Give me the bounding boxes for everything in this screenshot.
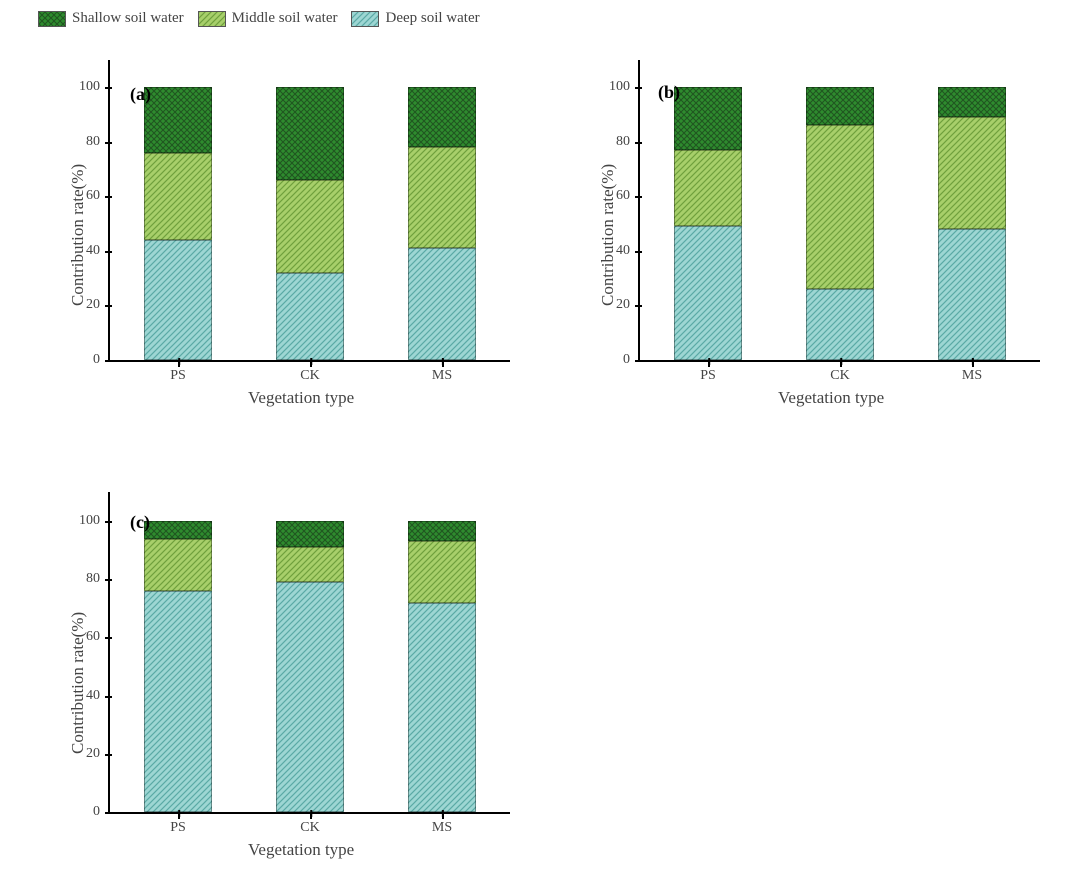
- chart-panel-a: 020406080100PSCKMS(a)Contribution rate(%…: [30, 36, 530, 416]
- plot-area: 020406080100PSCKMS: [638, 60, 1040, 362]
- x-tick: PS: [170, 812, 186, 836]
- bar-seg-shallow: [144, 521, 212, 538]
- bar-group: [144, 492, 212, 812]
- bar-seg-middle: [408, 541, 476, 602]
- x-axis-label: Vegetation type: [778, 388, 884, 408]
- y-tick: 100: [79, 513, 110, 529]
- bar-seg-shallow: [408, 521, 476, 541]
- legend-swatch: [351, 11, 379, 27]
- bar-seg-shallow: [674, 87, 742, 150]
- bar-group: [806, 60, 874, 360]
- bar-seg-deep: [144, 240, 212, 360]
- y-tick: 80: [616, 134, 640, 150]
- y-tick: 20: [616, 297, 640, 313]
- bar-seg-middle: [674, 150, 742, 226]
- bar-seg-shallow: [938, 87, 1006, 117]
- bar-seg-deep: [938, 229, 1006, 360]
- y-tick: 40: [86, 688, 110, 704]
- chart-panel-b: 020406080100PSCKMS(b)Contribution rate(%…: [560, 36, 1060, 416]
- x-tick: CK: [300, 360, 319, 384]
- bar-group: [408, 492, 476, 812]
- legend-item: Middle soil water: [198, 10, 338, 27]
- bar-seg-deep: [806, 289, 874, 360]
- y-tick: 0: [93, 352, 110, 368]
- bar-group: [144, 60, 212, 360]
- bar-seg-middle: [276, 547, 344, 582]
- panel-label: (b): [658, 82, 680, 103]
- legend-swatch: [198, 11, 226, 27]
- y-tick: 60: [86, 188, 110, 204]
- chart-panel-c: 020406080100PSCKMS(c)Contribution rate(%…: [30, 468, 530, 868]
- y-axis-label: Contribution rate(%): [68, 612, 88, 754]
- plot-area: 020406080100PSCKMS: [108, 492, 510, 814]
- bar-seg-deep: [276, 582, 344, 812]
- bar-seg-middle: [144, 539, 212, 591]
- bar-seg-middle: [144, 153, 212, 240]
- x-tick: CK: [300, 812, 319, 836]
- legend: Shallow soil water Middle soil water Deep …: [38, 10, 480, 27]
- legend-swatch: [38, 11, 66, 27]
- panel-label: (a): [130, 84, 151, 105]
- bar-seg-middle: [938, 117, 1006, 229]
- bar-seg-shallow: [806, 87, 874, 125]
- y-axis-label: Contribution rate(%): [598, 164, 618, 306]
- figure-root: Shallow soil water Middle soil water Deep …: [0, 0, 1080, 893]
- y-tick: 20: [86, 297, 110, 313]
- y-tick: 60: [86, 629, 110, 645]
- plot-area: 020406080100PSCKMS: [108, 60, 510, 362]
- bar-seg-deep: [144, 591, 212, 812]
- bar-seg-deep: [276, 273, 344, 360]
- bar-group: [276, 60, 344, 360]
- x-axis-label: Vegetation type: [248, 388, 354, 408]
- bar-group: [276, 492, 344, 812]
- legend-label: Deep soil water: [385, 10, 479, 27]
- legend-item: Shallow soil water: [38, 10, 184, 27]
- y-tick: 0: [93, 804, 110, 820]
- y-tick: 100: [609, 79, 640, 95]
- bar-seg-deep: [674, 226, 742, 360]
- x-tick: PS: [700, 360, 716, 384]
- legend-item: Deep soil water: [351, 10, 479, 27]
- bar-seg-shallow: [276, 521, 344, 547]
- bar-seg-deep: [408, 603, 476, 812]
- x-tick: MS: [432, 812, 452, 836]
- bar-group: [938, 60, 1006, 360]
- bar-seg-middle: [806, 125, 874, 289]
- x-tick: MS: [962, 360, 982, 384]
- y-tick: 60: [616, 188, 640, 204]
- x-tick: MS: [432, 360, 452, 384]
- bar-seg-middle: [276, 180, 344, 273]
- bar-seg-deep: [408, 248, 476, 360]
- panel-label: (c): [130, 512, 150, 533]
- bar-seg-shallow: [144, 87, 212, 152]
- y-axis-label: Contribution rate(%): [68, 164, 88, 306]
- bar-seg-shallow: [408, 87, 476, 147]
- legend-label: Shallow soil water: [72, 10, 184, 27]
- y-tick: 20: [86, 746, 110, 762]
- y-tick: 100: [79, 79, 110, 95]
- y-tick: 80: [86, 571, 110, 587]
- y-tick: 40: [616, 243, 640, 259]
- bar-group: [674, 60, 742, 360]
- y-tick: 80: [86, 134, 110, 150]
- y-tick: 40: [86, 243, 110, 259]
- legend-label: Middle soil water: [232, 10, 338, 27]
- x-tick: PS: [170, 360, 186, 384]
- x-axis-label: Vegetation type: [248, 840, 354, 860]
- bar-seg-shallow: [276, 87, 344, 180]
- bar-group: [408, 60, 476, 360]
- bar-seg-middle: [408, 147, 476, 248]
- x-tick: CK: [830, 360, 849, 384]
- y-tick: 0: [623, 352, 640, 368]
